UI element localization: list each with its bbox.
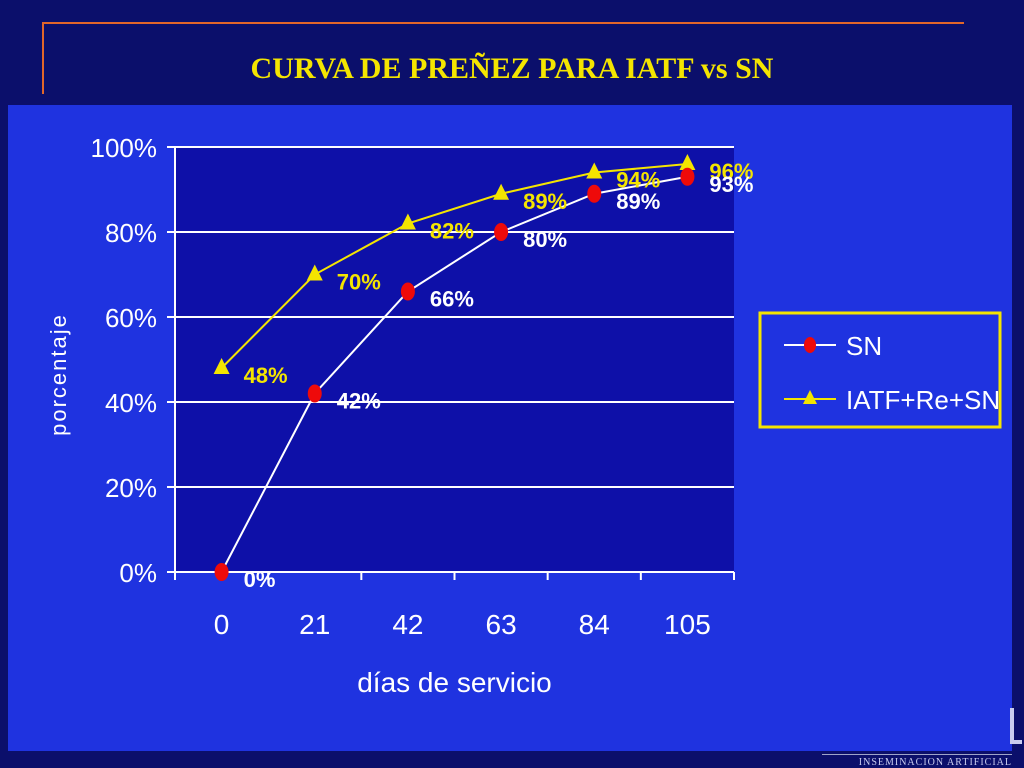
x-axis-label: días de servicio [357,667,552,698]
iatf-point [399,213,416,230]
series-lines [220,163,688,573]
iatf-point [586,162,603,179]
sn-point [214,563,229,581]
data-labels: 48%70%82%89%94% 96%0%42%66%80%89%93% [244,159,754,592]
y-tick-label: 60% [105,303,157,333]
footer-divider [822,754,1012,755]
iatf-data-label: 94% [616,168,660,193]
sn-point [680,167,695,186]
y-tick-label: 100% [91,133,158,163]
sn-data-label: 80% [523,227,567,252]
iatf-point [306,264,323,281]
x-tick-label: 42 [392,609,423,640]
x-tick-label: 0 [214,609,230,640]
line-chart: 0% 20% 40% 60% 80% 100% 0 21 42 63 84 105 48% 70% 82%… [46,133,1002,698]
y-axis-label: porcentaje [46,313,71,436]
y-tick-label: 80% [105,218,157,248]
slide-title: CURVA DE PREÑEZ PARA IATF vs SN [250,52,774,85]
sn-data-label: 42% [337,389,381,414]
sn-data-label: 89% [616,189,660,214]
x-tick-label: 84 [579,609,610,640]
x-tick-label: 105 [664,609,711,640]
legend-sn-marker [804,337,816,353]
sn-point [400,282,415,301]
legend-label: IATF+Re+SN [846,385,1000,415]
series-line-sn [220,175,688,573]
axes [167,146,735,580]
iatf-data-label: 70% [337,270,381,295]
legend-box [758,311,1002,429]
sn-point [587,184,602,203]
iatf-point [679,154,696,170]
sn-data-label: 0% [244,567,276,592]
slide-frame-top [42,22,964,24]
grid-lines [175,146,734,488]
iatf-point [213,358,230,374]
slide-frame-left [42,22,44,94]
series-line-iatf-re-sn [220,163,688,369]
chart-panel: 0% 20% 40% 60% 80% 100% 0 21 42 63 84 105 48% 70% 82%… [8,105,1012,751]
legend-iatf-marker [803,390,817,404]
y-tick-label: 0% [119,558,157,588]
iatf-data-label: 96% [709,159,753,184]
x-tick-label: 63 [486,609,517,640]
iatf-data-label: 89% [523,189,567,214]
iatf-data-label: 82% [430,219,474,244]
iatf-point [493,183,510,200]
sn-point [494,223,509,241]
x-tick-label: 21 [299,609,330,640]
sn-data-label: 93% [709,172,753,197]
plot-area [175,147,734,572]
data-points [213,154,696,581]
footer-text: INSEMINACION ARTIFICIAL [858,757,1012,768]
iatf-data-label: 48% [244,363,288,388]
tick-labels: 0% 20% 40% 60% 80% 100% 0 21 42 63 84 105 [91,133,711,640]
sn-point [307,384,322,403]
corner-logo-icon [1010,708,1022,744]
y-tick-label: 40% [105,388,157,418]
sn-data-label: 66% [430,287,474,312]
legend-label: SN [846,331,882,361]
y-tick-label: 20% [105,473,157,503]
legend: SN IATF+Re+SN [758,311,1002,429]
